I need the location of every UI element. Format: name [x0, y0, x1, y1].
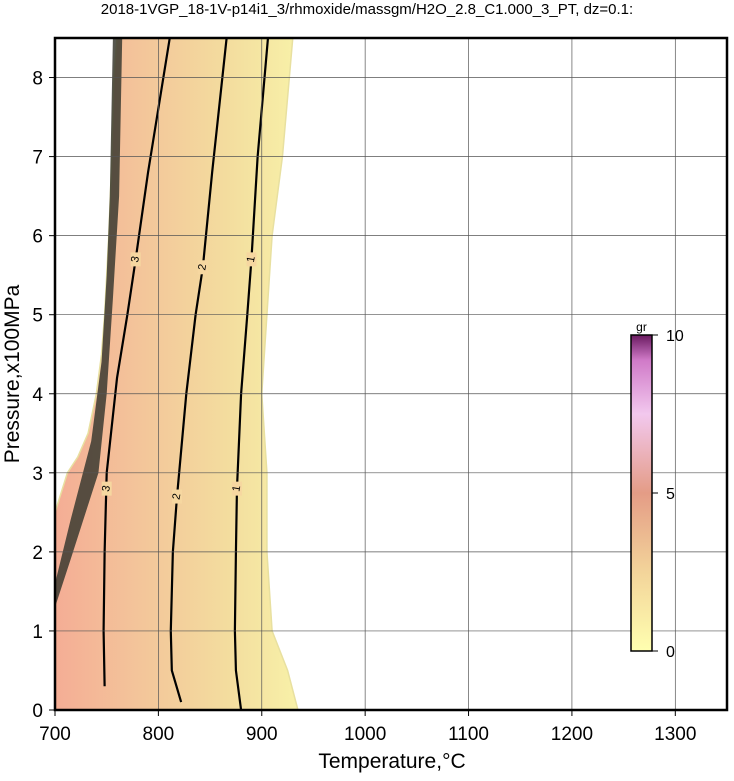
contour-label: 2: [170, 492, 183, 500]
x-tick-label: 1200: [551, 724, 593, 745]
contour-label-bg: [197, 260, 208, 275]
colorbar-tick-label: 0: [666, 644, 675, 661]
contour-label-bg: [130, 252, 141, 267]
contour-line: [102, 37, 171, 687]
y-tick-label: 3: [32, 464, 43, 485]
y-tick-label: 6: [32, 227, 43, 248]
chart-title: 2018-1VGP_18-1V-p14i1_3/rhmoxide/massgm/…: [101, 1, 633, 18]
x-tick-label: 1300: [654, 724, 696, 745]
x-tick-label: 800: [143, 724, 175, 745]
y-axis-label: Pressure,x100MPa: [1, 284, 24, 463]
contour-label: 2: [196, 263, 209, 271]
y-tick-label: 1: [32, 622, 43, 643]
contour-line: [169, 37, 228, 703]
colorbar-label: gr: [636, 320, 647, 334]
colorbar-tick-label: 10: [666, 328, 684, 345]
dark-band: [55, 38, 123, 608]
contour-label-bg: [246, 252, 257, 267]
x-tick-label: 1100: [448, 724, 489, 745]
contour-line: [233, 37, 270, 711]
plot-frame: [53, 36, 729, 712]
contour-label-bg: [101, 481, 112, 496]
contour-label: 3: [100, 485, 113, 493]
contour-label: 3: [129, 255, 142, 263]
y-tick-label: 4: [32, 385, 43, 406]
contour-label-bg: [231, 481, 242, 496]
colorbar: [630, 334, 653, 652]
y-tick-label: 5: [32, 306, 43, 327]
colorbar-tick-label: 5: [666, 486, 675, 503]
y-tick-label: 2: [32, 543, 43, 564]
x-tick-label: 900: [246, 724, 278, 745]
contour-label: 1: [245, 255, 258, 263]
y-tick-label: 7: [32, 148, 43, 169]
x-tick-label: 1000: [344, 724, 386, 745]
y-tick-label: 0: [32, 701, 43, 722]
contour-label-bg: [171, 489, 182, 504]
y-tick-label: 8: [32, 69, 43, 90]
x-tick-label: 700: [39, 724, 71, 745]
contour-label: 1: [230, 485, 243, 493]
x-axis-label: Temperature,°C: [318, 750, 465, 773]
